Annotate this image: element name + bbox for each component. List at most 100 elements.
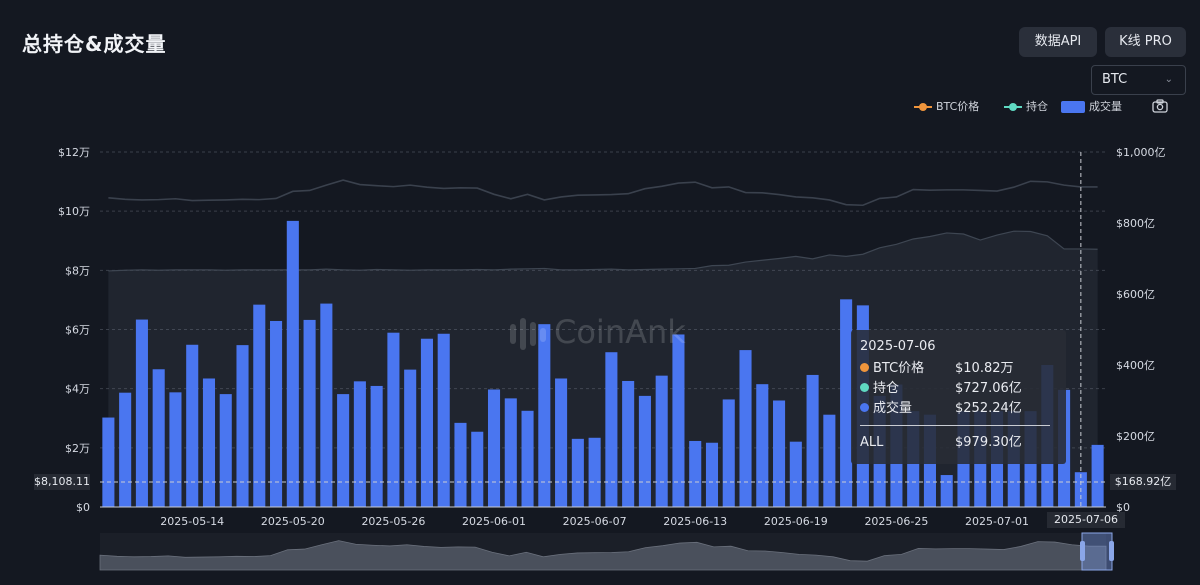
- y-left-tick-label: $10万: [58, 205, 90, 218]
- tooltip-label: BTC价格: [873, 361, 925, 376]
- volume-bar: [303, 319, 316, 507]
- legend-item-volume[interactable]: 成交量: [1061, 100, 1122, 114]
- tooltip-dot-icon: [860, 363, 869, 372]
- crosshair-date: 2025-07-06: [1047, 512, 1125, 528]
- open-interest-line: [108, 230, 1098, 272]
- legend-line-icon: [1004, 103, 1022, 111]
- data-api-button[interactable]: 数据API: [1019, 27, 1097, 57]
- volume-bar: [739, 350, 752, 507]
- volume-bar: [437, 333, 450, 507]
- camera-icon[interactable]: [1152, 99, 1168, 113]
- tooltip-all-value: $979.30亿: [955, 435, 1022, 450]
- volume-bar: [454, 422, 467, 507]
- volume-bar: [387, 332, 400, 507]
- volume-bar: [102, 417, 115, 507]
- tooltip-value-btc-price: $10.82万: [955, 361, 1014, 376]
- x-tick-label: 2025-05-14: [160, 515, 224, 528]
- x-tick-label: 2025-07-01: [965, 515, 1029, 528]
- volume-bar: [622, 380, 635, 507]
- navigator-handle-left[interactable]: [1080, 541, 1085, 561]
- y-left-tick-label: $2万: [65, 442, 90, 455]
- tooltip-label: 持仓: [873, 381, 900, 396]
- tooltip-row-open-interest: 持仓: [860, 380, 899, 398]
- axis-layer: $0 $2万 $4万 $6万 $8万 $10万 $12万 $0 $200亿 $400亿 $600亿 $…: [58, 146, 1166, 528]
- y-left-tick-label: $8万: [65, 264, 90, 277]
- coin-select-value: BTC: [1102, 72, 1128, 87]
- tooltip-value-open-interest: $727.06亿: [955, 381, 1022, 396]
- volume-bar: [689, 440, 702, 507]
- volume-bar: [789, 441, 802, 507]
- volume-bar: [471, 431, 484, 507]
- volume-bar: [253, 304, 266, 507]
- navigator-handle-right[interactable]: [1109, 541, 1114, 561]
- x-tick-label: 2025-06-01: [462, 515, 526, 528]
- tooltip-value-volume: $252.24亿: [955, 401, 1022, 416]
- volume-bar: [169, 392, 182, 507]
- coinank-logo-icon: [510, 318, 546, 350]
- y-right-tick-label: $1,000亿: [1116, 146, 1166, 159]
- legend-label: 成交量: [1089, 100, 1122, 113]
- page-title: 总持仓&成交量: [22, 32, 167, 56]
- volume-bar: [555, 378, 568, 507]
- tooltip-dot-icon: [860, 383, 869, 392]
- x-tick-label: 2025-05-26: [361, 515, 425, 528]
- crosshair-right-value: $168.92亿: [1110, 474, 1176, 490]
- kline-pro-button[interactable]: K线 PRO: [1105, 27, 1186, 57]
- tooltip-divider: [860, 425, 1050, 426]
- volume-bar: [135, 319, 148, 507]
- legend-box-icon: [1061, 101, 1085, 113]
- volume-bar: [152, 369, 165, 507]
- y-right-tick-label: $400亿: [1116, 359, 1155, 372]
- volume-bar: [236, 345, 249, 507]
- volume-bar: [605, 352, 618, 507]
- volume-bar: [705, 442, 719, 507]
- tooltip-row-volume: 成交量: [860, 400, 912, 418]
- x-tick-label: 2025-06-13: [663, 515, 727, 528]
- volume-bar: [655, 375, 668, 507]
- range-navigator: [99, 532, 1114, 571]
- y-right-tick-label: $800亿: [1116, 217, 1155, 230]
- y-left-tick-label: $0: [76, 501, 90, 514]
- volume-bar: [1091, 444, 1104, 507]
- volume-bar: [672, 334, 685, 507]
- legend-label: 持仓: [1026, 100, 1048, 113]
- x-tick-label: 2025-06-19: [764, 515, 828, 528]
- volume-bar: [219, 394, 232, 507]
- volume-bar: [571, 438, 584, 507]
- legend-item-btc-price[interactable]: BTC价格: [914, 100, 979, 114]
- y-left-tick-label: $6万: [65, 324, 90, 337]
- volume-bar: [270, 320, 283, 507]
- navigator-selection[interactable]: [1081, 532, 1113, 571]
- y-left-tick-label: $12万: [58, 146, 90, 159]
- coinank-watermark: CoinAnk: [508, 313, 686, 357]
- volume-bar: [286, 220, 299, 507]
- volume-bar: [504, 398, 517, 507]
- legend-item-open-interest[interactable]: 持仓: [1004, 100, 1048, 114]
- volume-bar: [521, 410, 534, 507]
- tooltip-label: 成交量: [873, 401, 913, 416]
- tooltip-row-btc-price: BTC价格: [860, 360, 924, 378]
- volume-bar: [538, 324, 551, 507]
- volume-bar: [722, 399, 735, 507]
- y-right-tick-label: $0: [1116, 501, 1130, 514]
- y-right-tick-label: $600亿: [1116, 288, 1155, 301]
- coin-select[interactable]: BTC ⌄: [1091, 65, 1186, 95]
- x-tick-label: 2025-06-25: [864, 515, 928, 528]
- volume-bar: [806, 374, 819, 507]
- crosshair-left-value: $8,108.11: [34, 474, 90, 490]
- tooltip-dot-icon: [860, 403, 869, 412]
- volume-bar: [773, 400, 786, 507]
- price-layer: [108, 179, 1098, 207]
- volume-bar: [337, 394, 350, 507]
- x-tick-label: 2025-06-07: [563, 515, 627, 528]
- volume-bar: [320, 303, 333, 507]
- volume-bar: [823, 414, 836, 507]
- volume-bar: [487, 389, 501, 507]
- navigator-area: [99, 540, 1107, 571]
- volume-bar: [420, 338, 433, 507]
- volume-bar: [404, 369, 417, 507]
- volume-bar: [202, 378, 216, 507]
- volume-bar: [186, 344, 199, 507]
- btc-price-line: [108, 179, 1098, 207]
- y-right-tick-label: $200亿: [1116, 430, 1155, 443]
